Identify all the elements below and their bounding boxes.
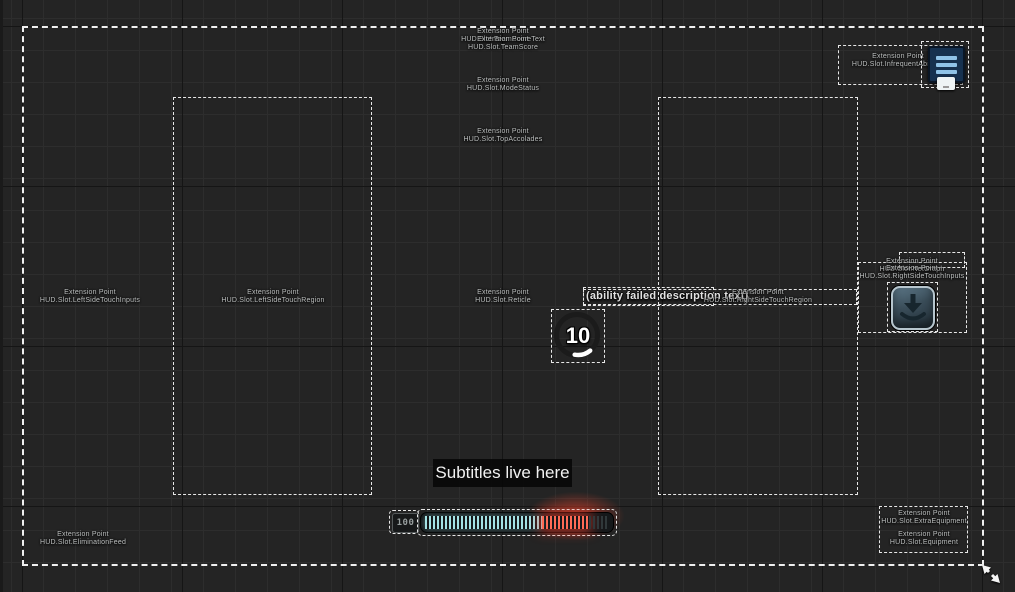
- extension-point-rightsidetouchinputs[interactable]: Extension Point HUD.Slot.RightSideTouchI…: [859, 265, 964, 281]
- right-cluster-outer-box[interactable]: [858, 262, 967, 333]
- extension-point-name: HUD.Slot.Reticle: [475, 297, 531, 304]
- extension-point-title: Extension Point: [872, 53, 924, 60]
- extension-point-extraequipment[interactable]: Extension Point HUD.Slot.ExtraEquipment: [881, 510, 967, 526]
- subtitle-preview[interactable]: Subtitles live here: [433, 459, 572, 487]
- extension-point-topaccolades[interactable]: Extension Point HUD.Slot.TopAccolades: [464, 128, 543, 144]
- extension-point-eliminationfeed[interactable]: Extension Point HUD.Slot.EliminationFeed: [40, 531, 126, 547]
- extension-point-name: HUD.Slot.LeftSideTouchRegion: [221, 297, 325, 304]
- extension-point-name: HUD.Slot.LeftSideTouchInputs: [39, 297, 141, 304]
- cooldown-selection-box[interactable]: [551, 309, 605, 363]
- extension-point-title: Extension Point: [477, 77, 529, 84]
- extension-point-title: Extension Point: [898, 510, 950, 517]
- health-value: 100: [396, 518, 415, 528]
- left-side-touch-region-box[interactable]: [173, 97, 372, 495]
- health-bar-empty-segment: [589, 516, 607, 529]
- extension-point-name: HUD.Slot.NetGraph: [879, 266, 945, 273]
- extension-point-teamscoretext[interactable]: Extension Point HUD.Slot.TeamScoreText: [461, 28, 545, 44]
- extension-point-name: HUD.Slot.EliminationFeed: [39, 539, 127, 546]
- download-icon[interactable]: [891, 286, 935, 330]
- extension-point-teamscore[interactable]: Extension Point HUD.Slot.TeamScore: [468, 36, 538, 52]
- right-side-touch-region-box[interactable]: [658, 97, 858, 495]
- resize-diagonal-icon[interactable]: [978, 561, 1004, 587]
- extension-point-name: HUD.Slot.RightSideTouchRegion: [703, 297, 813, 304]
- extension-point-name: HUD.Slot.InfrequentAbilities: [851, 61, 945, 68]
- cooldown-value: 10: [565, 323, 591, 348]
- extension-point-name: HUD.Slot.TeamScoreText: [461, 36, 545, 43]
- download-icon-selection-box[interactable]: [887, 282, 938, 332]
- health-bar[interactable]: [421, 513, 613, 532]
- extension-point-title: Extension Point: [247, 289, 299, 296]
- subtitle-text: Subtitles live here: [435, 463, 570, 482]
- health-bar-selection-box[interactable]: [417, 509, 617, 536]
- extension-point-name: HUD.Slot.ExtraEquipment: [881, 518, 967, 525]
- list-bars-icon[interactable]: [928, 46, 965, 83]
- extension-point-leftsidetouchregion[interactable]: Extension Point HUD.Slot.LeftSideTouchRe…: [221, 289, 324, 305]
- extension-point-equipment[interactable]: Extension Point HUD.Slot.Equipment: [890, 531, 958, 547]
- extension-point-title: Extension Point: [477, 128, 529, 135]
- extension-point-name: HUD.Slot.Equipment: [889, 539, 959, 546]
- extension-point-title: Extension Point: [477, 36, 529, 43]
- extension-point-title: Extension Point: [886, 265, 938, 272]
- extension-point-title: Extension Point: [886, 258, 938, 265]
- health-bar-damage-segment: [542, 516, 589, 529]
- extension-point-name: HUD.Slot.ModeStatus: [466, 85, 540, 92]
- keybind-badge-icon: [937, 77, 955, 90]
- extension-point-rightsidetouchregion[interactable]: Extension Point HUD.Slot.RightSideTouchR…: [704, 289, 812, 305]
- equipment-cluster-box[interactable]: [879, 506, 968, 553]
- extension-point-netgraph[interactable]: Extension Point HUD.Slot.NetGraph: [880, 258, 945, 274]
- extension-point-title: Extension Point: [477, 28, 529, 35]
- cooldown-arc-icon: [572, 348, 593, 358]
- extension-point-title: Extension Point: [898, 531, 950, 538]
- extension-point-title: Extension Point: [477, 289, 529, 296]
- extension-point-infrequentabilities[interactable]: Extension Point HUD.Slot.InfrequentAbili…: [852, 53, 944, 69]
- extension-point-name: HUD.Slot.TopAccolades: [463, 136, 543, 143]
- health-value-box: 100: [392, 513, 419, 533]
- extension-point-modestatus[interactable]: Extension Point HUD.Slot.ModeStatus: [467, 77, 539, 93]
- health-bar-current-segment: [425, 516, 542, 529]
- left-edge-strip: [0, 0, 3, 592]
- extension-point-title: Extension Point: [732, 289, 784, 296]
- extension-point-name: HUD.Slot.TeamScore: [467, 44, 539, 51]
- download-glyph: [900, 294, 926, 321]
- extension-point-leftsidetouchinputs[interactable]: Extension Point HUD.Slot.LeftSideTouchIn…: [40, 289, 140, 305]
- extension-point-reticle[interactable]: Extension Point HUD.Slot.Reticle: [475, 289, 531, 305]
- extension-point-name: HUD.Slot.RightSideTouchInputs: [859, 273, 965, 280]
- ability-text-selection-box[interactable]: [583, 287, 714, 306]
- ability-failed-description-text: (ability failed description text): [586, 290, 749, 302]
- extension-point-title: Extension Point: [57, 531, 109, 538]
- right-cluster-top-box[interactable]: [899, 252, 965, 268]
- extension-point-title: Extension Point: [64, 289, 116, 296]
- canvas-safezone-border: [22, 26, 984, 566]
